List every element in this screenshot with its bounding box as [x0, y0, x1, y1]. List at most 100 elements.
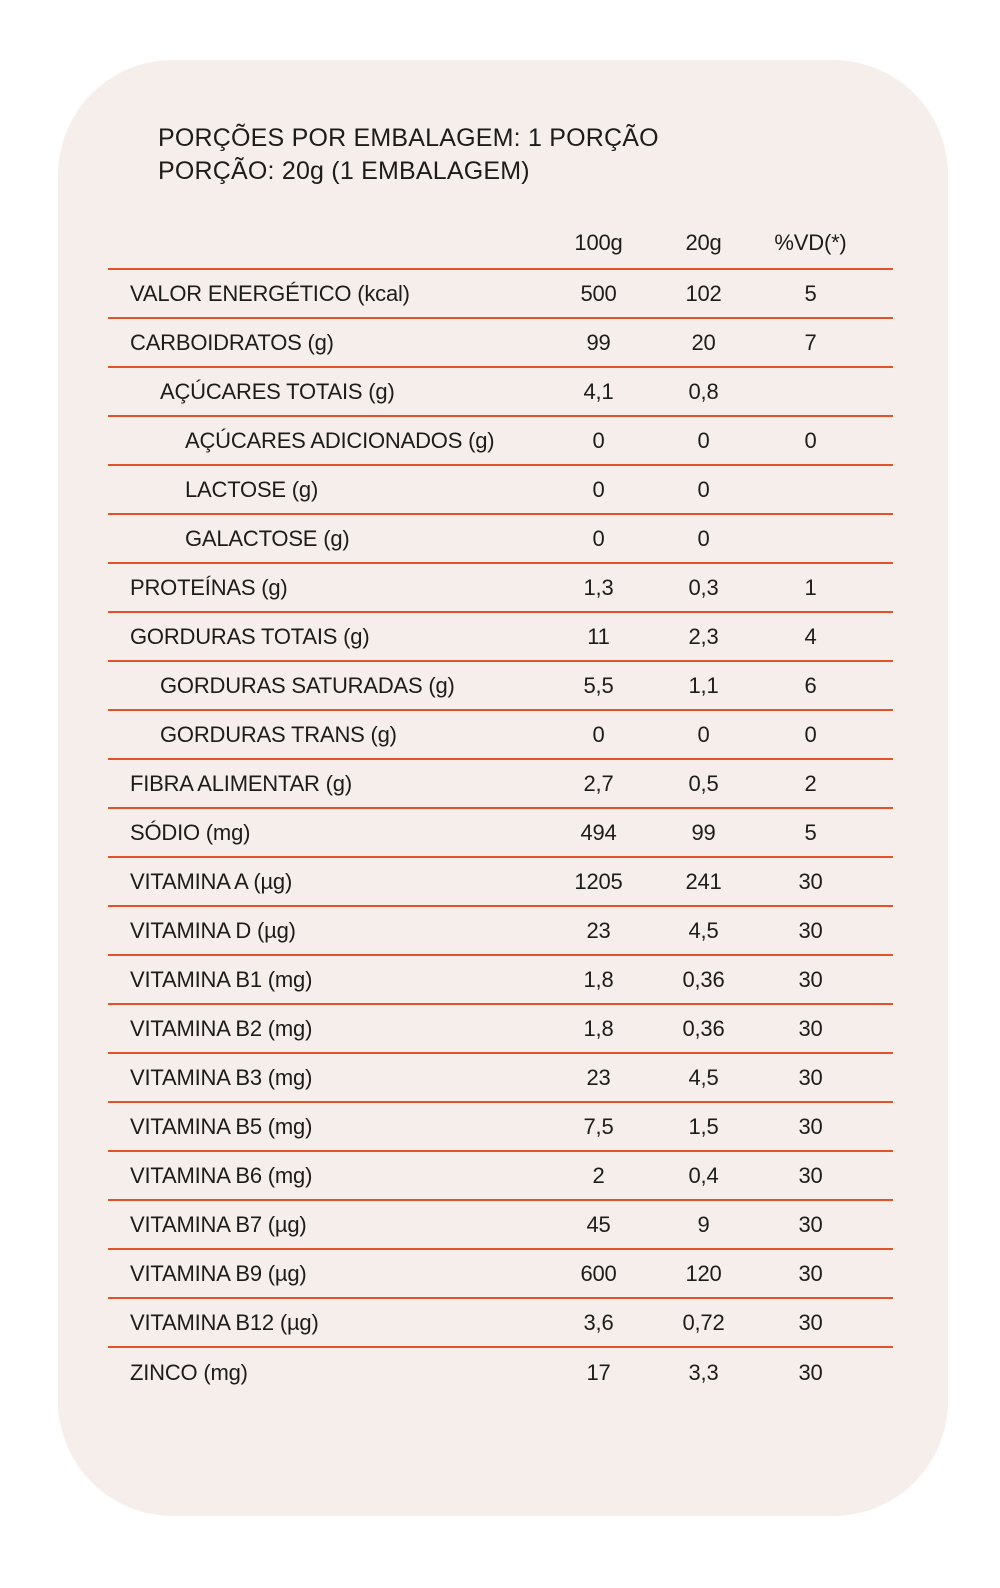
row-label: ZINCO (mg) — [130, 1359, 248, 1385]
row-value-20g: 0,8 — [688, 378, 719, 404]
row-value-100g: 23 — [586, 1064, 611, 1090]
row-value-vd: 6 — [804, 672, 817, 698]
row-value-vd: 30 — [798, 1015, 823, 1041]
table-row: PROTEÍNAS (g) 1,3 0,3 1 — [108, 564, 893, 613]
table-row: AÇÚCARES TOTAIS (g) 4,1 0,8 — [108, 368, 893, 417]
table-row: VITAMINA A (µg) 1205 241 30 — [108, 858, 893, 907]
row-value-vd: 0 — [804, 427, 817, 453]
row-value-20g: 1,5 — [688, 1113, 719, 1139]
row-label: VITAMINA B6 (mg) — [130, 1162, 313, 1188]
row-label: VITAMINA D (µg) — [130, 917, 296, 943]
servings-per-package: PORÇÕES POR EMBALAGEM: 1 PORÇÃO — [158, 124, 659, 152]
row-value-100g: 494 — [580, 819, 617, 845]
table-row: LACTOSE (g) 0 0 — [108, 466, 893, 515]
nutrition-table: 100g 20g %VD(*) VALOR ENERGÉTICO (kcal) 5… — [108, 218, 893, 1397]
table-row: CARBOIDRATOS (g) 99 20 7 — [108, 319, 893, 368]
row-value-vd: 30 — [798, 1309, 823, 1335]
table-row: SÓDIO (mg) 494 99 5 — [108, 809, 893, 858]
row-label: VITAMINA B5 (mg) — [130, 1113, 313, 1139]
table-row: GORDURAS SATURADAS (g) 5,5 1,1 6 — [108, 662, 893, 711]
row-value-100g: 1,8 — [583, 1015, 614, 1041]
row-value-20g: 102 — [685, 280, 722, 306]
row-value-100g: 0 — [592, 721, 605, 747]
row-value-vd: 30 — [798, 1113, 823, 1139]
row-value-100g: 0 — [592, 525, 605, 551]
table-row: VALOR ENERGÉTICO (kcal) 500 102 5 — [108, 270, 893, 319]
row-value-20g: 0 — [697, 427, 710, 453]
row-value-20g: 0,4 — [688, 1162, 719, 1188]
table-row: GORDURAS TRANS (g) 0 0 0 — [108, 711, 893, 760]
row-value-100g: 2 — [592, 1162, 605, 1188]
table-row: VITAMINA B3 (mg) 23 4,5 30 — [108, 1054, 893, 1103]
row-label: VITAMINA B1 (mg) — [130, 966, 313, 992]
row-value-100g: 7,5 — [583, 1113, 614, 1139]
row-label: VITAMINA B9 (µg) — [130, 1260, 307, 1286]
row-value-20g: 0,36 — [682, 966, 725, 992]
row-value-20g: 3,3 — [688, 1359, 719, 1385]
table-row: FIBRA ALIMENTAR (g) 2,7 0,5 2 — [108, 760, 893, 809]
row-value-20g: 0,36 — [682, 1015, 725, 1041]
row-value-vd: 30 — [798, 966, 823, 992]
row-value-vd: 1 — [804, 574, 817, 600]
row-value-vd: 30 — [798, 1064, 823, 1090]
row-label: VALOR ENERGÉTICO (kcal) — [130, 280, 410, 306]
row-value-20g: 0,5 — [688, 770, 719, 796]
nutrition-facts-card: PORÇÕES POR EMBALAGEM: 1 PORÇÃO PORÇÃO: … — [58, 60, 948, 1516]
row-value-vd: 30 — [798, 868, 823, 894]
row-label: AÇÚCARES TOTAIS (g) — [160, 378, 395, 404]
table-row: ZINCO (mg) 17 3,3 30 — [108, 1348, 893, 1397]
row-value-100g: 4,1 — [583, 378, 614, 404]
row-value-vd: 30 — [798, 917, 823, 943]
row-label: GORDURAS TOTAIS (g) — [130, 623, 370, 649]
row-value-100g: 500 — [580, 280, 617, 306]
row-value-100g: 0 — [592, 427, 605, 453]
row-value-100g: 1205 — [574, 868, 623, 894]
table-row: VITAMINA B12 (µg) 3,6 0,72 30 — [108, 1299, 893, 1348]
row-value-20g: 0 — [697, 476, 710, 502]
row-value-20g: 1,1 — [688, 672, 719, 698]
row-label: VITAMINA B2 (mg) — [130, 1015, 313, 1041]
row-value-vd: 4 — [804, 623, 817, 649]
row-value-vd: 30 — [798, 1162, 823, 1188]
row-value-20g: 0,3 — [688, 574, 719, 600]
row-value-100g: 600 — [580, 1260, 617, 1286]
row-value-100g: 5,5 — [583, 672, 614, 698]
table-row: GALACTOSE (g) 0 0 — [108, 515, 893, 564]
table-row: VITAMINA B6 (mg) 2 0,4 30 — [108, 1152, 893, 1201]
row-value-vd: 2 — [804, 770, 817, 796]
row-label: CARBOIDRATOS (g) — [130, 329, 334, 355]
serving-size: PORÇÃO: 20g (1 EMBALAGEM) — [158, 157, 530, 185]
row-value-100g: 1,8 — [583, 966, 614, 992]
row-label: SÓDIO (mg) — [130, 819, 251, 845]
row-value-100g: 23 — [586, 917, 611, 943]
table-row: AÇÚCARES ADICIONADOS (g) 0 0 0 — [108, 417, 893, 466]
row-value-100g: 1,3 — [583, 574, 614, 600]
row-value-20g: 2,3 — [688, 623, 719, 649]
serving-info: PORÇÕES POR EMBALAGEM: 1 PORÇÃO PORÇÃO: … — [158, 122, 893, 188]
row-label: VITAMINA B12 (µg) — [130, 1309, 319, 1335]
row-label: VITAMINA A (µg) — [130, 868, 293, 894]
row-label: GORDURAS TRANS (g) — [160, 721, 397, 747]
row-value-100g: 45 — [586, 1211, 611, 1237]
table-row: GORDURAS TOTAIS (g) 11 2,3 4 — [108, 613, 893, 662]
column-header-100g: 100g — [574, 230, 623, 255]
row-value-vd: 30 — [798, 1260, 823, 1286]
table-row: VITAMINA B7 (µg) 45 9 30 — [108, 1201, 893, 1250]
row-value-20g: 99 — [691, 819, 716, 845]
row-value-vd: 7 — [804, 329, 817, 355]
table-row: VITAMINA B9 (µg) 600 120 30 — [108, 1250, 893, 1299]
row-label: AÇÚCARES ADICIONADOS (g) — [185, 427, 495, 453]
row-label: VITAMINA B7 (µg) — [130, 1211, 307, 1237]
row-value-vd: 30 — [798, 1211, 823, 1237]
row-value-100g: 2,7 — [583, 770, 614, 796]
row-value-100g: 3,6 — [583, 1309, 614, 1335]
row-value-100g: 17 — [586, 1359, 611, 1385]
row-label: VITAMINA B3 (mg) — [130, 1064, 313, 1090]
table-row: VITAMINA D (µg) 23 4,5 30 — [108, 907, 893, 956]
table-row: VITAMINA B1 (mg) 1,8 0,36 30 — [108, 956, 893, 1005]
row-value-100g: 11 — [587, 623, 610, 649]
row-value-vd: 30 — [798, 1359, 823, 1385]
column-header-vd: %VD(*) — [774, 230, 847, 255]
column-header-20g: 20g — [685, 230, 722, 255]
